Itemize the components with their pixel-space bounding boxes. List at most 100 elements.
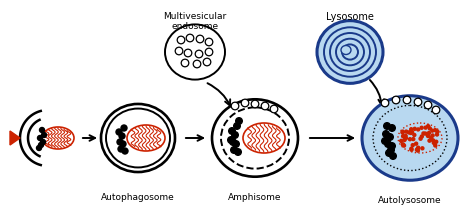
Ellipse shape xyxy=(42,127,74,149)
Circle shape xyxy=(383,123,390,129)
Circle shape xyxy=(410,147,413,150)
Circle shape xyxy=(427,125,429,128)
Circle shape xyxy=(231,147,237,153)
Circle shape xyxy=(40,140,46,145)
Circle shape xyxy=(42,133,46,138)
Circle shape xyxy=(205,38,213,46)
Circle shape xyxy=(429,136,433,139)
Circle shape xyxy=(405,130,408,133)
Circle shape xyxy=(401,135,405,138)
Circle shape xyxy=(236,118,242,124)
Circle shape xyxy=(424,126,427,129)
Text: Autolysosome: Autolysosome xyxy=(378,196,442,205)
Circle shape xyxy=(270,105,278,113)
Circle shape xyxy=(432,106,440,114)
Text: Amphisome: Amphisome xyxy=(228,193,282,202)
Ellipse shape xyxy=(106,109,170,167)
Circle shape xyxy=(37,136,43,140)
Circle shape xyxy=(231,102,239,110)
Circle shape xyxy=(412,138,415,141)
Circle shape xyxy=(121,125,127,131)
Circle shape xyxy=(436,130,439,133)
Circle shape xyxy=(410,130,413,133)
Circle shape xyxy=(390,153,396,159)
Circle shape xyxy=(196,35,204,43)
Circle shape xyxy=(422,132,425,135)
Circle shape xyxy=(420,126,423,129)
Circle shape xyxy=(261,102,269,110)
Circle shape xyxy=(410,131,414,134)
Circle shape xyxy=(233,141,239,147)
Circle shape xyxy=(428,131,430,135)
Ellipse shape xyxy=(362,96,458,180)
Circle shape xyxy=(409,131,412,135)
Circle shape xyxy=(420,135,423,138)
Circle shape xyxy=(431,134,434,137)
Circle shape xyxy=(241,99,249,107)
Circle shape xyxy=(421,147,424,150)
Circle shape xyxy=(181,59,189,67)
Circle shape xyxy=(235,149,241,155)
Ellipse shape xyxy=(127,125,165,151)
Circle shape xyxy=(116,129,122,135)
Circle shape xyxy=(400,139,403,142)
Circle shape xyxy=(410,148,413,151)
Ellipse shape xyxy=(341,46,351,54)
Circle shape xyxy=(431,129,434,132)
Text: Lysosome: Lysosome xyxy=(326,12,374,22)
Circle shape xyxy=(402,143,405,146)
Polygon shape xyxy=(10,131,20,145)
Circle shape xyxy=(427,135,429,138)
Circle shape xyxy=(404,135,407,137)
Circle shape xyxy=(417,128,419,131)
Ellipse shape xyxy=(243,123,285,153)
Ellipse shape xyxy=(317,21,383,83)
Ellipse shape xyxy=(212,99,298,177)
Circle shape xyxy=(416,148,419,150)
Circle shape xyxy=(118,146,124,152)
Circle shape xyxy=(392,96,400,104)
Circle shape xyxy=(203,58,211,66)
Ellipse shape xyxy=(101,104,175,172)
Circle shape xyxy=(389,143,395,149)
Circle shape xyxy=(435,140,438,143)
Circle shape xyxy=(424,101,432,109)
Circle shape xyxy=(389,125,395,131)
Circle shape xyxy=(251,100,259,108)
Circle shape xyxy=(431,139,435,142)
Circle shape xyxy=(413,133,416,136)
Circle shape xyxy=(388,147,394,153)
Text: Multivesicular
endosome: Multivesicular endosome xyxy=(164,12,227,31)
Ellipse shape xyxy=(221,107,289,169)
Circle shape xyxy=(401,131,404,134)
Circle shape xyxy=(434,129,437,132)
Circle shape xyxy=(205,48,213,56)
Circle shape xyxy=(119,133,125,139)
Circle shape xyxy=(409,138,411,141)
Circle shape xyxy=(410,128,413,131)
Circle shape xyxy=(403,96,411,104)
Circle shape xyxy=(382,138,388,144)
Circle shape xyxy=(403,138,406,141)
Circle shape xyxy=(186,34,194,42)
Circle shape xyxy=(432,141,435,144)
Circle shape xyxy=(232,132,238,138)
Circle shape xyxy=(228,137,234,143)
Circle shape xyxy=(434,144,437,147)
Circle shape xyxy=(402,144,406,147)
Circle shape xyxy=(408,131,410,134)
Circle shape xyxy=(428,127,431,130)
Circle shape xyxy=(228,128,235,134)
Circle shape xyxy=(401,143,404,146)
Circle shape xyxy=(383,131,389,137)
Circle shape xyxy=(381,99,389,107)
Circle shape xyxy=(404,137,407,140)
Circle shape xyxy=(411,144,414,147)
Circle shape xyxy=(122,148,128,154)
Circle shape xyxy=(230,139,237,145)
Circle shape xyxy=(385,141,392,147)
Circle shape xyxy=(415,142,418,145)
Circle shape xyxy=(401,130,404,133)
Circle shape xyxy=(38,143,44,148)
Circle shape xyxy=(415,148,419,151)
